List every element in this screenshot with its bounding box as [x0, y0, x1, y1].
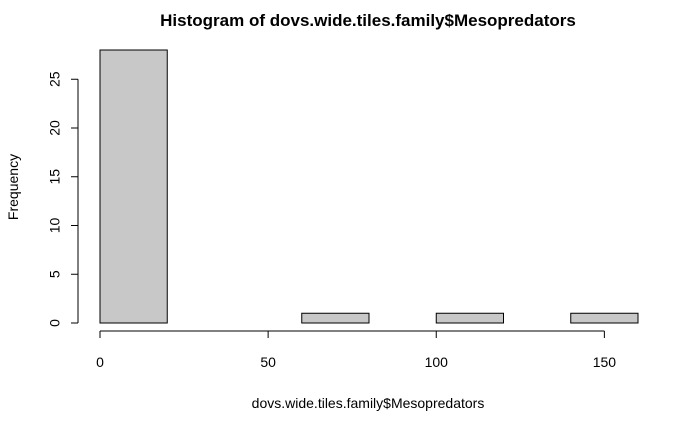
histogram-bar-3 [301, 312, 370, 324]
y-axis-label: Frequency [5, 154, 21, 220]
x-tick-label-3: 150 [593, 354, 617, 370]
histogram-bar-0 [99, 49, 168, 324]
y-tick-label-3: 15 [47, 169, 63, 185]
x-axis-label: dovs.wide.tiles.family$Mesopredators [252, 395, 485, 411]
y-tick-label-1: 5 [47, 270, 63, 278]
y-tick-label-4: 20 [47, 120, 63, 136]
y-tick-label-5: 25 [47, 71, 63, 87]
x-axis: 0 50 100 150 [96, 330, 617, 370]
x-tick-label-1: 50 [260, 354, 276, 370]
bars-group [99, 49, 639, 324]
y-tick-label-2: 10 [47, 218, 63, 234]
x-tick-label-0: 0 [96, 354, 104, 370]
y-axis: 0 5 10 15 20 25 [47, 71, 79, 327]
histogram-bar-5 [435, 312, 504, 324]
x-tick-label-2: 100 [425, 354, 449, 370]
chart-title: Histogram of dovs.wide.tiles.family$Meso… [160, 11, 576, 30]
y-tick-label-0: 0 [47, 319, 63, 327]
histogram-bar-7 [570, 312, 639, 324]
